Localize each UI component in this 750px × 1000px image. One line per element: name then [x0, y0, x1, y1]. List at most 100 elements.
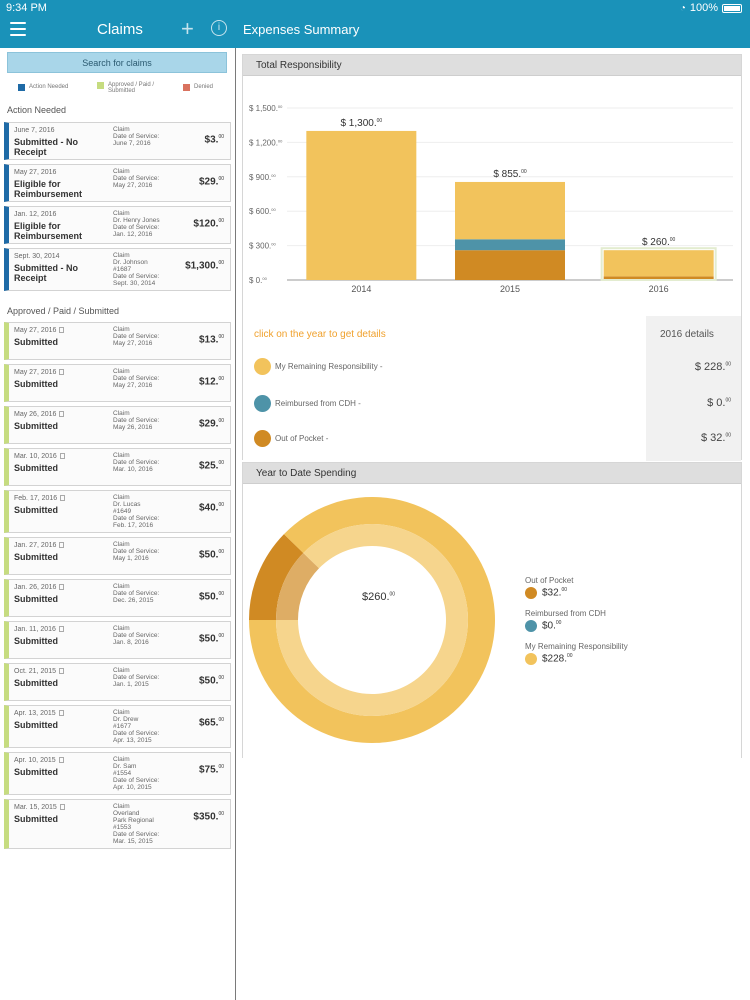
claim-card[interactable]: Mar. 15, 2015 Submitted Claim Overland Par… — [4, 799, 231, 849]
claim-amount: $25.00 — [198, 460, 224, 472]
claim-card[interactable]: May 27, 2016 Eligible for Reimbursement Cl… — [4, 164, 231, 202]
receipt-icon — [58, 710, 64, 716]
ytd-oop-label: Out of Pocket — [525, 576, 574, 585]
claim-card[interactable]: Jan. 11, 2016 Submitted Claim Date of Serv… — [4, 621, 231, 659]
claim-status: Submitted - No Receipt — [14, 137, 78, 157]
ytd-title: Year to Date Spending — [243, 463, 741, 484]
bar-segment[interactable] — [306, 130, 417, 280]
claim-details: Claim Dr. Sam #1554 Date of Service: Apr… — [113, 756, 160, 791]
claim-date: Oct. 21, 2015 — [14, 668, 65, 675]
ytd-remaining-swatch — [525, 653, 537, 665]
summary-title: Expenses Summary — [243, 22, 360, 37]
ytd-remaining-value: $228.00 — [542, 653, 573, 665]
x-tick-label[interactable]: 2016 — [649, 284, 669, 294]
legend-approved-label: Approved / Paid / Submitted — [108, 82, 155, 94]
claim-amount: $50.00 — [198, 675, 224, 687]
claim-status: Submitted — [14, 720, 58, 730]
claim-amount: $50.00 — [198, 633, 224, 645]
claim-details: Claim Dr. Lucas #1649 Date of Service: F… — [113, 494, 160, 529]
claim-date: Apr. 10, 2015 — [14, 757, 64, 764]
bar-segment[interactable] — [455, 250, 565, 280]
bar-segment[interactable] — [603, 276, 714, 280]
claim-card[interactable]: Oct. 21, 2015 Submitted Claim Date of Serv… — [4, 663, 231, 701]
x-tick-label[interactable]: 2014 — [351, 284, 371, 294]
bar-segment[interactable] — [603, 250, 714, 277]
claim-card[interactable]: May 27, 2016 Submitted Claim Date of Servi… — [4, 364, 231, 402]
receipt-icon — [58, 626, 64, 632]
claim-date: June 7, 2016 — [14, 127, 55, 134]
donut-chart[interactable] — [243, 484, 513, 758]
receipt-icon — [59, 668, 65, 674]
section-approved: Approved / Paid / Submitted — [7, 306, 120, 316]
info-icon[interactable]: i — [211, 20, 227, 36]
out-of-pocket-value: $ 32.00 — [700, 432, 731, 444]
claim-card[interactable]: Sept. 30, 2014 Submitted - No Receipt Clai… — [4, 248, 231, 291]
claim-card[interactable]: Jan. 12, 2016 Eligible for Reimbursement C… — [4, 206, 231, 244]
claim-status: Submitted — [14, 421, 58, 431]
claim-card[interactable]: Jan. 26, 2016 Submitted Claim Date of Serv… — [4, 579, 231, 617]
legend-action: Action Needed — [18, 84, 68, 91]
claim-card[interactable]: Apr. 10, 2015 Submitted Claim Dr. Sam #155… — [4, 752, 231, 795]
bar-chart[interactable]: $ 0.00 $ 300.00 $ 600.00 $ 900.00 $ 1,200.00… — [243, 76, 741, 316]
legend-denied: Denied — [183, 84, 213, 91]
claim-status: Submitted — [14, 678, 58, 688]
battery-icon — [722, 3, 742, 13]
donut-slice-outer[interactable] — [249, 534, 304, 620]
claims-title: Claims — [97, 21, 143, 38]
receipt-icon — [58, 757, 64, 763]
donut-slice-inner[interactable] — [276, 552, 320, 620]
donut-slice-inner[interactable] — [276, 524, 468, 716]
y-tick-label: $ 0.00 — [249, 276, 268, 285]
hamburger-menu-icon[interactable] — [10, 22, 26, 36]
claim-details: Claim Date of Service: May 27, 2016 — [113, 168, 160, 189]
claim-status: Submitted — [14, 463, 58, 473]
reimbursed-value: $ 0.00 — [707, 397, 731, 409]
receipt-icon — [60, 495, 66, 501]
y-tick-cents: 00 — [278, 138, 283, 143]
claim-status: Submitted — [14, 379, 58, 389]
bar-group-2016[interactable]: $ 260.00 2016 — [600, 237, 717, 294]
search-claims-button[interactable]: Search for claims — [7, 52, 227, 73]
claim-details: Claim Dr. Drew #1677 Date of Service: Ap… — [113, 709, 160, 744]
claim-card[interactable]: May 26, 2016 Submitted Claim Date of Servi… — [4, 406, 231, 444]
claim-status: Submitted — [14, 505, 58, 515]
claim-date: Jan. 11, 2016 — [14, 626, 64, 633]
out-of-pocket-label: Out of Pocket - — [275, 434, 329, 443]
reimbursed-swatch — [254, 395, 271, 412]
receipt-icon — [59, 584, 65, 590]
x-tick-label[interactable]: 2015 — [500, 284, 520, 294]
receipt-icon — [59, 542, 65, 548]
bar-group-2015[interactable]: $ 855.00 2015 — [455, 169, 565, 294]
claim-date: May 27, 2016 — [14, 169, 57, 176]
claim-date: Mar. 15, 2015 — [14, 804, 65, 811]
bar-total-cents: 00 — [670, 237, 676, 243]
bar-group-2014[interactable]: $ 1,300.00 2014 — [306, 118, 417, 294]
claim-date: May 27, 2016 — [14, 327, 65, 334]
reimbursed-label: Reimbursed from CDH - — [275, 399, 361, 408]
remaining-swatch — [254, 358, 271, 375]
claim-card[interactable]: June 7, 2016 Submitted - No Receipt Claim … — [4, 122, 231, 160]
claim-card[interactable]: Apr. 13, 2015 Submitted Claim Dr. Drew #16… — [4, 705, 231, 748]
section-action-needed: Action Needed — [7, 105, 67, 115]
claim-status: Eligible for Reimbursement — [14, 179, 83, 199]
y-tick-cents: 00 — [271, 173, 276, 178]
claim-details: Claim Date of Service: May 27, 2016 — [113, 368, 160, 389]
y-tick-label: $ 1,200.00 — [249, 138, 283, 147]
status-legend: Action Needed Approved / Paid / Submitte… — [0, 82, 235, 96]
claim-amount: $29.00 — [198, 176, 224, 188]
y-tick-label: $ 300.00 — [249, 242, 276, 251]
claim-card[interactable]: Feb. 17, 2016 Submitted Claim Dr. Lucas #1… — [4, 490, 231, 533]
legend-reimbursed: Reimbursed from CDH - — [254, 395, 361, 412]
ytd-remaining-label: My Remaining Responsibility — [525, 642, 628, 651]
claim-card[interactable]: Jan. 27, 2016 Submitted Claim Date of Serv… — [4, 537, 231, 575]
denied-swatch — [183, 84, 190, 91]
add-claim-icon[interactable]: + — [181, 16, 194, 41]
selected-outline — [600, 247, 717, 281]
total-responsibility-chart[interactable]: $ 0.00 $ 300.00 $ 600.00 $ 900.00 $ 1,200.00… — [243, 76, 741, 316]
claim-card[interactable]: May 27, 2016 Submitted Claim Date of Servi… — [4, 322, 231, 360]
bar-segment[interactable] — [455, 239, 565, 251]
bar-segment[interactable] — [455, 181, 565, 240]
claim-amount: $40.00 — [198, 502, 224, 514]
claim-status: Submitted — [14, 552, 58, 562]
claim-card[interactable]: Mar. 10, 2016 Submitted Claim Date of Serv… — [4, 448, 231, 486]
